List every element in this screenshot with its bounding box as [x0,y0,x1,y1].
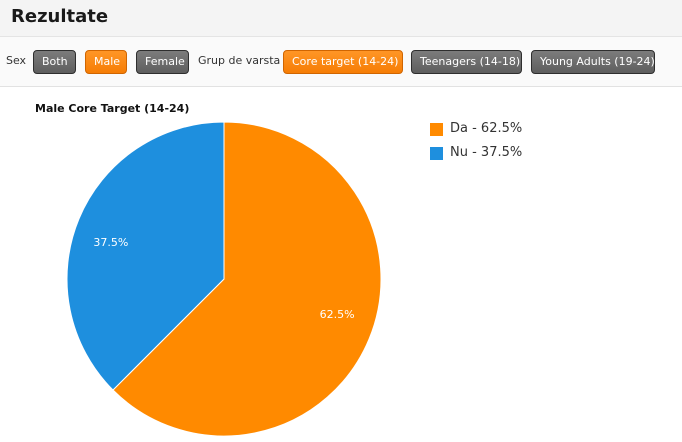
age-core-target-button[interactable]: Core target (14-24) [283,50,403,74]
page-title: Rezultate [11,6,109,27]
sex-male-button[interactable]: Male [85,50,127,74]
legend-label-da: Da - 62.5% [450,121,523,136]
sex-both-button[interactable]: Both [33,50,76,74]
age-teenagers-button[interactable]: Teenagers (14-18) [411,50,522,74]
legend-swatch-nu [430,147,443,160]
pie-label-da: 62.5% [320,308,355,321]
header-bar: Rezultate [0,0,682,37]
legend-label-nu: Nu - 37.5% [450,145,523,160]
legend-swatch-da [430,123,443,136]
sex-filter-label: Sex [6,54,27,67]
pie-slice-da[interactable] [112,121,382,437]
sex-female-button[interactable]: Female [136,50,189,74]
chart-title: Male Core Target (14-24) [35,102,190,115]
age-group-filter-label: Grup de varsta [198,54,281,67]
pie-label-nu: 37.5% [93,236,128,249]
age-young-adults-button[interactable]: Young Adults (19-24) [531,50,655,74]
pie-slice-nu[interactable] [66,121,225,391]
